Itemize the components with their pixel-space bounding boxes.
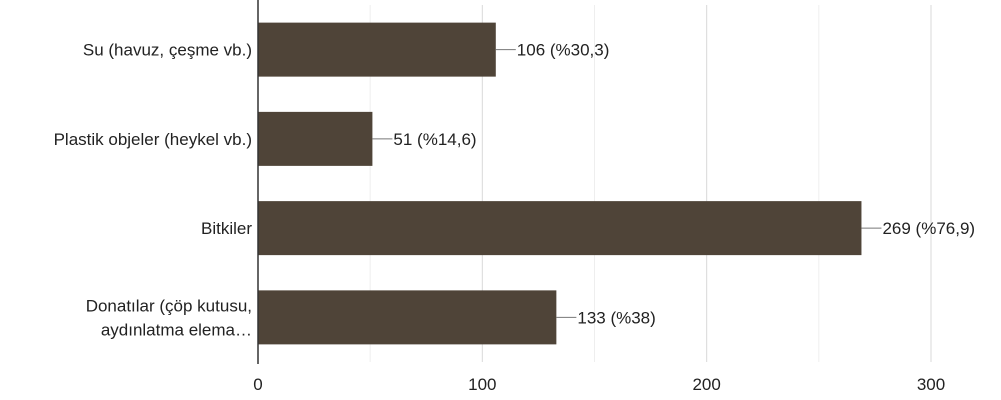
x-tick-label: 300 [917, 375, 945, 394]
category-label: aydınlatma elema… [101, 320, 252, 339]
x-tick-label: 200 [692, 375, 720, 394]
category-label: Bitkiler [201, 219, 252, 238]
bar [258, 111, 373, 166]
data-label: 106 (%30,3) [517, 41, 610, 60]
category-label: Su (havuz, çeşme vb.) [83, 41, 252, 60]
data-label: 269 (%76,9) [882, 219, 975, 238]
bar [258, 22, 496, 77]
category-label: Plastik objeler (heykel vb.) [54, 130, 252, 149]
labels: 0 100 200 300 Su (havuz, çeşme vb.) 106 (%30,… [54, 41, 976, 394]
x-tick-label: 100 [468, 375, 496, 394]
data-label: 133 (%38) [577, 308, 655, 327]
bar [258, 290, 557, 345]
bars [258, 22, 862, 345]
x-tick-label: 0 [253, 375, 262, 394]
bar [258, 201, 862, 256]
data-label: 51 (%14,6) [393, 130, 476, 149]
category-label: Donatılar (çöp kutusu, [86, 296, 252, 315]
